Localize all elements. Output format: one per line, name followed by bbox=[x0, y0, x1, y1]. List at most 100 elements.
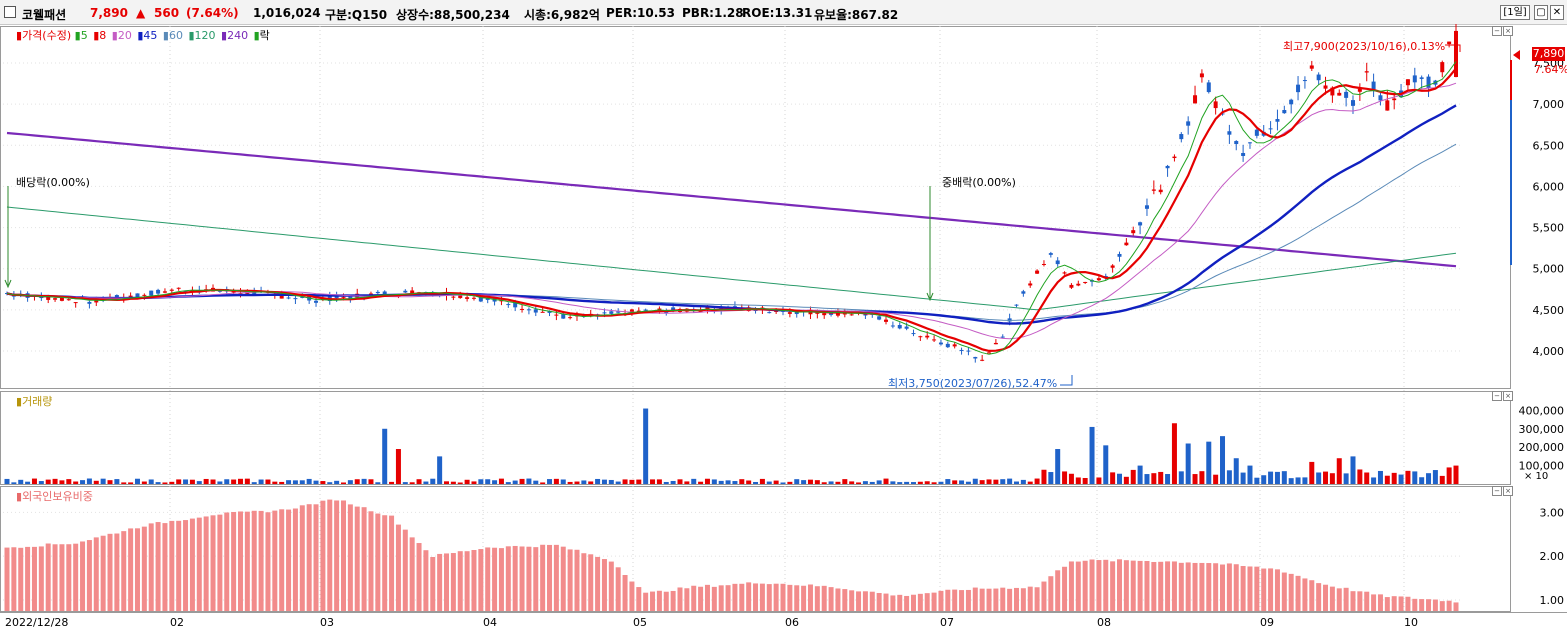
candle-body bbox=[842, 313, 847, 315]
volume-bar bbox=[347, 480, 353, 484]
market-class: 구분:Q150 bbox=[325, 8, 388, 22]
candle-body bbox=[1041, 263, 1046, 265]
candle-body bbox=[169, 289, 174, 291]
volume-bar bbox=[196, 481, 202, 484]
foreign-bar bbox=[890, 595, 896, 611]
volume-bar bbox=[66, 479, 72, 484]
restore-icon[interactable]: ▢ bbox=[1534, 5, 1548, 20]
volume-bar bbox=[265, 479, 271, 484]
ma20-marker: ▮ bbox=[111, 29, 118, 42]
foreign-bar bbox=[1288, 573, 1294, 611]
volume-bar bbox=[622, 479, 628, 484]
volume-bar bbox=[45, 479, 51, 484]
volume-bar bbox=[1412, 471, 1418, 484]
volume-bar bbox=[1213, 474, 1219, 484]
period-button[interactable]: [1일] bbox=[1500, 5, 1530, 20]
volume-bar bbox=[801, 480, 807, 484]
foreign-bar bbox=[1013, 587, 1019, 611]
volume-bar bbox=[698, 481, 704, 484]
volume-bar bbox=[121, 482, 127, 484]
candle-body bbox=[506, 304, 511, 306]
volume-bar bbox=[979, 480, 985, 484]
foreign-bar bbox=[1117, 559, 1123, 611]
foreign-bar bbox=[1226, 563, 1232, 611]
foreign-bar bbox=[1055, 570, 1061, 611]
volume-bar bbox=[25, 481, 31, 484]
candle-body bbox=[787, 312, 792, 314]
volume-panel-close-icon[interactable]: × bbox=[1503, 391, 1513, 401]
volume-bar bbox=[1185, 443, 1191, 484]
candle-body bbox=[1220, 113, 1225, 115]
ma120-marker: ▮ bbox=[188, 29, 195, 42]
volume-bar bbox=[1027, 481, 1033, 484]
per-value: PER:10.53 bbox=[606, 6, 675, 20]
price-panel-minimize-icon[interactable]: − bbox=[1492, 26, 1502, 36]
foreign-bar bbox=[347, 504, 353, 611]
foreign-bar bbox=[567, 549, 573, 611]
foreign-bar bbox=[93, 537, 99, 611]
volume-bar bbox=[1123, 476, 1129, 484]
volume-panel-minimize-icon[interactable]: − bbox=[1492, 391, 1502, 401]
volume-bar bbox=[354, 479, 360, 484]
volume-bar bbox=[375, 482, 381, 484]
price-tick-label: 7,000 bbox=[1533, 98, 1565, 111]
volume-bar bbox=[1419, 477, 1425, 484]
candle-body bbox=[231, 291, 236, 293]
candle-body bbox=[1186, 121, 1191, 126]
close-icon[interactable]: ✕ bbox=[1550, 5, 1564, 20]
foreign-bar bbox=[1295, 575, 1301, 611]
foreign-panel-minimize-icon[interactable]: − bbox=[1492, 486, 1502, 496]
foreign-panel-close-icon[interactable]: × bbox=[1503, 486, 1513, 496]
candle-body bbox=[368, 293, 373, 295]
stock-name[interactable]: 코웰패션 bbox=[22, 8, 67, 22]
candle-body bbox=[149, 290, 154, 296]
candle-body bbox=[815, 312, 820, 314]
volume-bar bbox=[636, 479, 642, 484]
candle-body bbox=[925, 335, 930, 338]
volume-bar bbox=[519, 478, 525, 484]
foreign-bar bbox=[148, 523, 154, 611]
x-tick-label: 04 bbox=[483, 616, 497, 629]
volume-bar bbox=[189, 479, 195, 484]
foreign-bar bbox=[1000, 587, 1006, 611]
foreign-bar bbox=[327, 499, 333, 611]
ma5-marker: ▮ bbox=[74, 29, 81, 42]
volume-bar bbox=[176, 479, 182, 484]
foreign-bar bbox=[656, 590, 662, 611]
volume-bar bbox=[286, 480, 292, 484]
candle-body bbox=[890, 325, 895, 327]
candle-body bbox=[1405, 79, 1410, 86]
volume-bar bbox=[402, 482, 408, 484]
volume-bar bbox=[595, 478, 601, 484]
candle-body bbox=[1021, 291, 1026, 294]
foreign-bar bbox=[354, 506, 360, 611]
candle-body bbox=[142, 294, 147, 296]
volume-bar bbox=[1323, 471, 1329, 484]
foreign-bar bbox=[217, 514, 223, 611]
volume-bar bbox=[134, 478, 140, 484]
volume-bar bbox=[1398, 474, 1404, 484]
foreign-bar bbox=[766, 584, 772, 611]
ma120-line bbox=[6, 206, 1457, 311]
candle-body bbox=[1206, 82, 1211, 93]
foreign-bar bbox=[38, 546, 44, 611]
candle-body bbox=[162, 291, 167, 293]
candle-body bbox=[526, 309, 531, 311]
ma45-label: 45 bbox=[143, 29, 158, 42]
volume-bar bbox=[505, 482, 511, 484]
volume-bar bbox=[924, 481, 930, 484]
candle-body bbox=[966, 350, 971, 352]
x-tick-label: 08 bbox=[1097, 616, 1111, 629]
foreign-bar bbox=[1309, 580, 1315, 611]
volume-bar bbox=[430, 478, 436, 484]
select-checkbox[interactable] bbox=[4, 6, 16, 18]
high-annotation: 최고7,900(2023/10/16),0.13% bbox=[1283, 40, 1446, 53]
price-panel-close-icon[interactable]: × bbox=[1503, 26, 1513, 36]
volume-bar bbox=[224, 479, 230, 484]
foreign-bar bbox=[595, 556, 601, 611]
candle-body bbox=[1179, 134, 1184, 140]
foreign-bar bbox=[588, 554, 594, 611]
volume-bar bbox=[100, 478, 106, 484]
volume-bar bbox=[684, 481, 690, 484]
